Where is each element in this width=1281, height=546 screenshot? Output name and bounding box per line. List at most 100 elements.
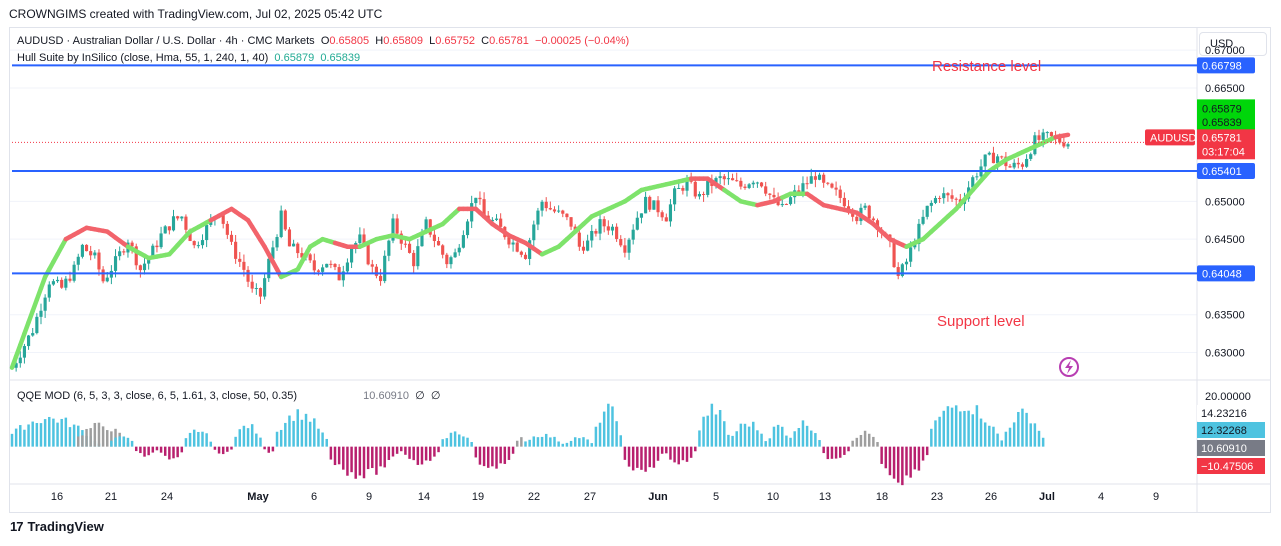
qqe-bar (660, 446, 664, 454)
candle-up (644, 196, 648, 214)
qqe-bar (449, 432, 453, 447)
qqe-bar (598, 422, 602, 447)
candle-down (606, 226, 610, 231)
candle-down (834, 187, 838, 190)
qqe-bar (884, 446, 888, 469)
qqe-bar (180, 446, 184, 453)
qqe-bar (342, 446, 345, 470)
candle-up (929, 202, 933, 206)
qqe-bar (486, 446, 490, 468)
candle-up (925, 205, 929, 217)
qqe-bar (134, 446, 138, 452)
ohlc-close-label: C (481, 35, 490, 47)
candle-up (105, 277, 109, 282)
qqe-bar (847, 446, 850, 452)
candle-down (826, 182, 830, 184)
candle-down (759, 182, 764, 187)
candle-down (1062, 142, 1066, 147)
candle-up (631, 229, 635, 240)
currency-button[interactable]: USD (1199, 32, 1267, 56)
qqe-bar (317, 428, 320, 447)
qqe-bar (288, 415, 291, 447)
time-axis-tick: 22 (528, 491, 540, 503)
candle-up (788, 197, 793, 205)
hull-indicator-label[interactable]: Hull Suite by InSilico (close, Hma, 55, … (17, 52, 269, 64)
candle-down (436, 241, 441, 246)
qqe-legend[interactable]: QQE MOD (6, 5, 3, 3, close, 6, 5, 1.61, … (17, 389, 440, 402)
candle-up (718, 176, 722, 179)
qqe-bar (48, 416, 51, 447)
qqe-bar (14, 428, 18, 447)
qqe-bar (313, 418, 316, 447)
qqe-bar (727, 434, 730, 447)
qqe-bar (371, 446, 374, 469)
candle-down (938, 197, 942, 199)
qqe-bar (292, 420, 295, 447)
candle-up (1041, 132, 1045, 140)
qqe-bar (747, 426, 751, 447)
qqe-bar (429, 446, 432, 461)
candle-down (258, 288, 263, 297)
qqe-bar (1029, 423, 1032, 447)
tradingview-footer[interactable]: 17 TradingView (10, 519, 104, 534)
candle-up (43, 297, 47, 311)
qqe-bar (226, 446, 229, 452)
qqe-bar (1037, 430, 1041, 447)
qqe-bar (77, 436, 80, 447)
qqe-bar (561, 443, 565, 447)
candle-down (478, 197, 482, 200)
qqe-bar (217, 446, 221, 454)
candle-up (474, 197, 478, 204)
qqe-indicator-label[interactable]: QQE MOD (6, 5, 3, 3, close, 6, 5, 1.61, … (17, 390, 298, 402)
candle-up (196, 245, 200, 247)
candle-up (490, 219, 494, 222)
qqe-bar (602, 411, 606, 447)
qqe-bar (665, 446, 668, 454)
qqe-bar (234, 436, 237, 447)
qqe-bar (122, 436, 126, 447)
price-tag-countdown: 03:17:04 (1202, 146, 1245, 158)
qqe-bar (644, 446, 647, 472)
qqe-bar (250, 424, 254, 447)
candle-down (656, 200, 660, 213)
candle-down (838, 189, 842, 198)
candle-up (677, 188, 681, 190)
candle-down (552, 209, 557, 212)
candle-up (627, 239, 631, 253)
qqe-bar (462, 436, 465, 447)
candle-down (192, 241, 196, 246)
candle-down (89, 251, 93, 256)
symbol-description[interactable]: AUDUSD · Australian Dollar / U.S. Dollar… (17, 35, 315, 47)
symbol-tag (1145, 129, 1195, 146)
candle-down (441, 245, 445, 255)
hull-value-tag-label: 0.65839 (1202, 117, 1242, 129)
qqe-bar (56, 422, 59, 447)
candle-down (407, 243, 412, 253)
candle-up (424, 219, 428, 233)
qqe-bar (308, 421, 312, 447)
candle-down (1049, 132, 1054, 137)
level-tag (1197, 265, 1255, 282)
qqe-bar (781, 426, 784, 447)
candle-up (18, 357, 22, 364)
price-axis-tick: 0.65000 (1205, 196, 1245, 208)
qqe-bar (648, 446, 651, 468)
candle-down (176, 216, 180, 219)
qqe-bar (776, 424, 780, 447)
candle-up (292, 243, 296, 247)
candle-up (706, 180, 710, 195)
qqe-bar (760, 433, 763, 447)
level-tag-label: 0.64048 (1202, 268, 1242, 280)
qqe-bar (139, 446, 142, 454)
hull-legend[interactable]: Hull Suite by InSilico (close, Hma, 55, … (17, 52, 360, 64)
candle-up (697, 193, 702, 197)
qqe-bar (300, 419, 304, 447)
qqe-bar (565, 442, 569, 447)
candle-up (76, 256, 80, 265)
qqe-bar (130, 440, 134, 447)
candle-up (942, 193, 946, 199)
candle-up (598, 219, 602, 234)
symbol-legend[interactable]: AUDUSD · Australian Dollar / U.S. Dollar… (17, 35, 629, 47)
qqe-bar (72, 424, 76, 447)
